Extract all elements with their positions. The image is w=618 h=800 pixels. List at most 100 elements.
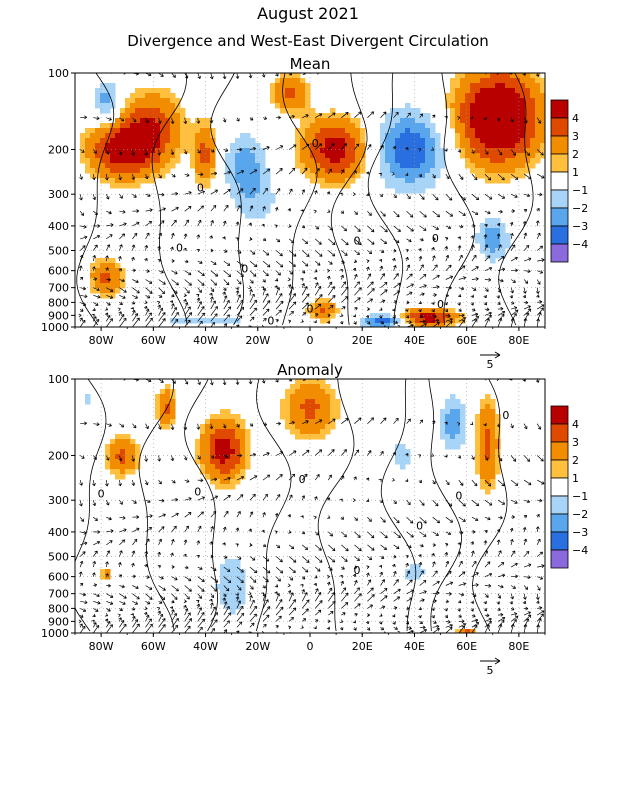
- colorbar-label: 2: [572, 454, 579, 467]
- shade-cell: [460, 133, 466, 139]
- vector-arrow: [132, 193, 137, 198]
- shade-cell: [285, 73, 291, 79]
- vector-arrow: [314, 575, 318, 579]
- shade-cell: [130, 183, 136, 189]
- colorbar-label: 1: [572, 472, 579, 485]
- shade-cell: [310, 128, 316, 134]
- shade-cell: [330, 404, 336, 410]
- shade-cell: [325, 384, 331, 390]
- shade-cell: [230, 584, 236, 590]
- shade-cell: [295, 414, 301, 420]
- shade-cell: [515, 123, 521, 129]
- vector-arrow: [497, 623, 503, 633]
- shade-cell: [395, 148, 401, 154]
- vector-arrow: [93, 540, 101, 546]
- vector-arrow: [158, 173, 162, 179]
- shade-cell: [300, 83, 306, 89]
- vector-arrow: [131, 480, 136, 486]
- shade-cell: [335, 414, 341, 420]
- shade-cell: [330, 108, 336, 114]
- shade-cell: [400, 449, 406, 455]
- vector-arrow: [184, 302, 189, 310]
- vector-arrow: [118, 268, 123, 272]
- vector-arrow: [341, 566, 345, 570]
- figure-subtitle: Divergence and West-East Divergent Circu…: [127, 32, 489, 50]
- vector-arrow: [393, 111, 399, 118]
- shade-cell: [135, 173, 141, 179]
- shade-cell: [415, 133, 421, 139]
- vector-arrow: [145, 208, 153, 213]
- shade-cell: [160, 399, 166, 405]
- vector-arrow: [432, 173, 436, 179]
- shade-cell: [410, 574, 416, 580]
- shade-cell: [205, 143, 211, 149]
- shade-cell: [480, 479, 486, 485]
- shade-cell: [305, 123, 311, 129]
- shade-cell: [230, 429, 236, 435]
- shade-cell: [505, 98, 511, 104]
- shade-cell: [100, 88, 106, 94]
- vector-arrow: [275, 309, 282, 316]
- shade-cell: [115, 148, 121, 154]
- shade-cell: [330, 138, 336, 144]
- shade-cell: [125, 178, 131, 184]
- shade-cell: [395, 163, 401, 169]
- shade-cell: [325, 303, 331, 309]
- shade-cell: [380, 313, 386, 319]
- shade-cell: [485, 238, 491, 244]
- vector-arrow: [418, 479, 422, 484]
- shade-cell: [405, 133, 411, 139]
- shade-cell: [480, 248, 486, 254]
- shade-cell: [410, 113, 416, 119]
- shade-cell: [390, 128, 396, 134]
- shade-cell: [305, 138, 311, 144]
- vector-arrow: [119, 528, 127, 533]
- vector-arrow: [366, 627, 371, 631]
- shade-cell: [150, 173, 156, 179]
- vector-arrow: [341, 544, 349, 552]
- shade-cell: [450, 103, 456, 109]
- vector-arrow: [537, 498, 543, 503]
- shade-cell: [145, 103, 151, 109]
- shade-cell: [355, 123, 361, 129]
- shade-cell: [470, 118, 476, 124]
- vector-arrow: [119, 600, 126, 605]
- vector-arrow: [497, 310, 506, 316]
- vector-arrow: [497, 317, 503, 327]
- vector-arrow: [183, 599, 187, 604]
- shade-cell: [140, 118, 146, 124]
- vector-arrow: [471, 618, 479, 623]
- shade-cell: [470, 113, 476, 119]
- shade-cell: [130, 108, 136, 114]
- shade-cell: [215, 318, 221, 324]
- vector-arrow: [210, 510, 217, 518]
- shade-cell: [235, 434, 241, 440]
- shade-cell: [485, 143, 491, 149]
- vector-arrow: [354, 449, 360, 456]
- vector-arrow: [314, 269, 318, 273]
- shade-cell: [200, 178, 206, 184]
- shade-cell: [425, 133, 431, 139]
- vector-arrow: [262, 493, 268, 501]
- shade-cell: [95, 133, 101, 139]
- shade-cell: [135, 449, 141, 455]
- shade-cell: [495, 143, 501, 149]
- shade-cell: [200, 429, 206, 435]
- shade-cell: [515, 103, 521, 109]
- vector-arrow: [144, 257, 148, 262]
- vector-arrow: [261, 73, 266, 78]
- shade-cell: [430, 168, 436, 174]
- shade-cell: [485, 424, 491, 430]
- vector-arrow: [274, 591, 278, 595]
- vector-arrow: [274, 277, 279, 282]
- vector-arrow: [79, 174, 83, 180]
- shade-cell: [330, 128, 336, 134]
- vector-arrow: [197, 593, 202, 599]
- shade-cell: [150, 108, 156, 114]
- shade-cell: [95, 268, 101, 274]
- shade-cell: [490, 429, 496, 435]
- vector-arrow: [406, 379, 408, 380]
- shade-cell: [315, 303, 321, 309]
- shade-cell: [290, 409, 296, 415]
- shade-cell: [125, 128, 131, 134]
